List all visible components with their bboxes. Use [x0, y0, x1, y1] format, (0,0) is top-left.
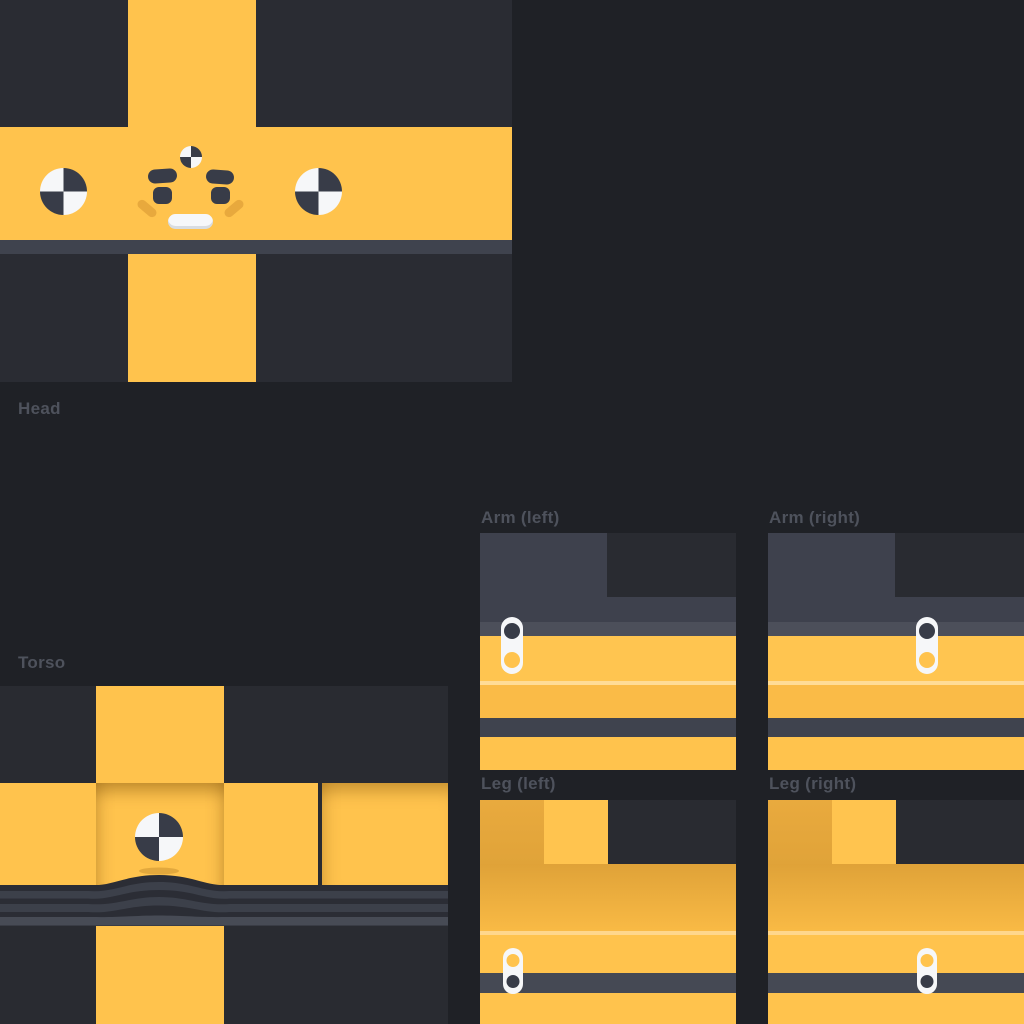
face-eyebrow-left	[147, 168, 178, 184]
zipper-rivet-bottom	[506, 975, 520, 988]
arm-shoulder-dark-block	[895, 533, 1024, 597]
torso-band-vertical-top	[96, 686, 224, 783]
zipper-icon	[916, 617, 938, 674]
zipper-icon	[917, 948, 937, 994]
leg-foot-band	[768, 993, 1024, 1024]
torso-band-left	[0, 783, 96, 885]
zipper-rivet-bottom	[920, 975, 934, 988]
crash-target-icon	[40, 168, 87, 215]
torso-uv-seam	[318, 783, 322, 885]
crash-target-icon	[295, 168, 342, 215]
arm-wrist-strip	[480, 718, 736, 737]
zipper-rivet-top	[504, 623, 520, 639]
zipper-rivet-top	[506, 954, 520, 967]
arm-sleeve-band	[480, 685, 736, 718]
leg-highlight-line	[768, 931, 1024, 935]
zipper-icon	[501, 617, 523, 674]
zipper-rivet-top	[919, 623, 935, 639]
torso-back-square	[322, 783, 448, 885]
head-collar-strip	[0, 240, 512, 254]
face-mouth	[168, 214, 213, 229]
zipper-rivet-bottom	[504, 652, 520, 668]
face-eye-right	[211, 187, 230, 204]
zipper-rivet-top	[920, 954, 934, 967]
face-eyebrow-right	[205, 169, 235, 185]
leg-hip-amber-block	[768, 800, 832, 864]
leg-ankle-strip	[768, 973, 1024, 993]
arm-hand-band	[480, 737, 736, 770]
arm-sleeve-band	[768, 636, 1024, 681]
leg-hip-bright-block	[832, 800, 896, 864]
arm-cuff-light-strip	[768, 622, 1024, 636]
leg-left-label: Leg (left)	[481, 774, 556, 793]
torso-texture-panel[interactable]	[0, 686, 448, 1024]
arm-highlight-line	[480, 681, 736, 685]
arm-highlight-line	[768, 681, 1024, 685]
leg-hip-amber-block	[480, 800, 544, 864]
head-band-vertical-top	[128, 0, 256, 127]
head-texture-panel[interactable]	[0, 0, 512, 382]
arm-right-label: Arm (right)	[769, 508, 861, 527]
leg-hip-bright-block	[544, 800, 608, 864]
arm-cuff-light-strip	[480, 622, 736, 636]
torso-band-vertical-bottom	[96, 926, 224, 1024]
head-label: Head	[18, 399, 61, 418]
arm-hand-band	[768, 737, 1024, 770]
head-band-vertical-bottom	[128, 254, 256, 382]
torso-label: Torso	[18, 653, 66, 672]
arm-wrist-strip	[768, 718, 1024, 737]
arm-right-texture-panel[interactable]	[768, 533, 1024, 770]
leg-hip-dark-block	[608, 800, 736, 864]
leg-right-label: Leg (right)	[769, 774, 857, 793]
arm-left-texture-panel[interactable]	[480, 533, 736, 770]
torso-band-right	[224, 783, 318, 885]
leg-highlight-line	[480, 931, 736, 935]
zipper-icon	[503, 948, 523, 994]
arm-sleeve-band	[768, 685, 1024, 718]
leg-thigh-shaded-band	[768, 864, 1024, 931]
torso-waist-wrinkles	[0, 867, 448, 926]
leg-right-texture-panel[interactable]	[768, 800, 1024, 1024]
leg-left-texture-panel[interactable]	[480, 800, 736, 1024]
leg-thigh-shaded-band	[480, 864, 736, 931]
leg-shin-band	[768, 935, 1024, 973]
leg-foot-band	[480, 993, 736, 1024]
leg-hip-dark-block	[896, 800, 1024, 864]
leg-ankle-strip	[480, 973, 736, 993]
arm-shoulder-dark-block	[607, 533, 736, 597]
crash-target-icon	[135, 813, 183, 861]
arm-left-label: Arm (left)	[481, 508, 560, 527]
crash-target-icon	[180, 146, 202, 168]
face-eye-left	[153, 187, 172, 204]
zipper-rivet-bottom	[919, 652, 935, 668]
